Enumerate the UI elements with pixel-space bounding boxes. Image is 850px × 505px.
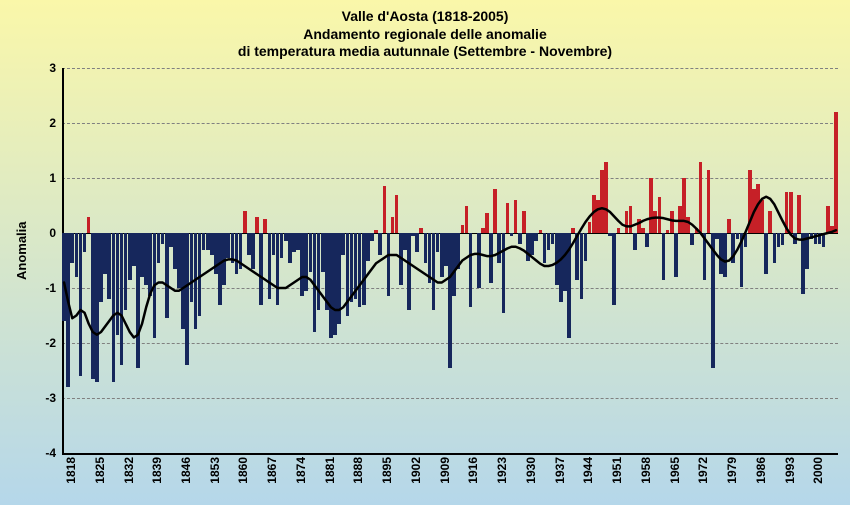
y-tick-label: 3 [49, 61, 56, 75]
x-tick-label: 1839 [150, 457, 164, 484]
x-tick-label: 1832 [122, 457, 136, 484]
x-tick-label: 1979 [725, 457, 739, 484]
x-tick-label: 1874 [294, 457, 308, 484]
x-tick-label: 1944 [581, 457, 595, 484]
x-tick-label: 1860 [236, 457, 250, 484]
chart-title: Valle d'Aosta (1818-2005) Andamento regi… [0, 8, 850, 61]
x-tick-label: 1951 [610, 457, 624, 484]
x-tick-label: 1993 [783, 457, 797, 484]
y-tick-label: 1 [49, 171, 56, 185]
title-line-1: Valle d'Aosta (1818-2005) [0, 8, 850, 26]
y-tick-label: -1 [45, 281, 56, 295]
title-line-3: di temperatura media autunnale (Settembr… [0, 43, 850, 61]
x-tick-label: 1846 [179, 457, 193, 484]
x-tick-label: 1909 [438, 457, 452, 484]
moving-average-line [62, 68, 838, 453]
x-tick-label: 1881 [323, 457, 337, 484]
x-tick-label: 1916 [466, 457, 480, 484]
x-tick-label: 1965 [668, 457, 682, 484]
x-tick-label: 1888 [351, 457, 365, 484]
y-tick-label: 2 [49, 116, 56, 130]
title-line-2: Andamento regionale delle anomalie [0, 26, 850, 44]
x-tick-label: 1937 [553, 457, 567, 484]
y-tick-label: -4 [45, 446, 56, 460]
x-tick-label: 1958 [639, 457, 653, 484]
x-tick-label: 1923 [495, 457, 509, 484]
x-tick-label: 1818 [64, 457, 78, 484]
x-axis-line [62, 453, 838, 455]
x-tick-label: 1930 [524, 457, 538, 484]
y-tick-label: 0 [49, 226, 56, 240]
x-tick-label: 1825 [93, 457, 107, 484]
x-tick-label: 1895 [380, 457, 394, 484]
x-tick-label: 1902 [409, 457, 423, 484]
x-tick-label: 1972 [696, 457, 710, 484]
chart-root: Valle d'Aosta (1818-2005) Andamento regi… [0, 0, 850, 505]
x-tick-label: 2000 [811, 457, 825, 484]
y-tick-label: -3 [45, 391, 56, 405]
x-tick-label: 1867 [265, 457, 279, 484]
x-tick-label: 1853 [208, 457, 222, 484]
y-axis-title: Anomalia [14, 221, 29, 280]
x-tick-label: 1986 [754, 457, 768, 484]
y-tick-label: -2 [45, 336, 56, 350]
plot-area: -4-3-2-101231818182518321839184618531860… [62, 68, 838, 453]
